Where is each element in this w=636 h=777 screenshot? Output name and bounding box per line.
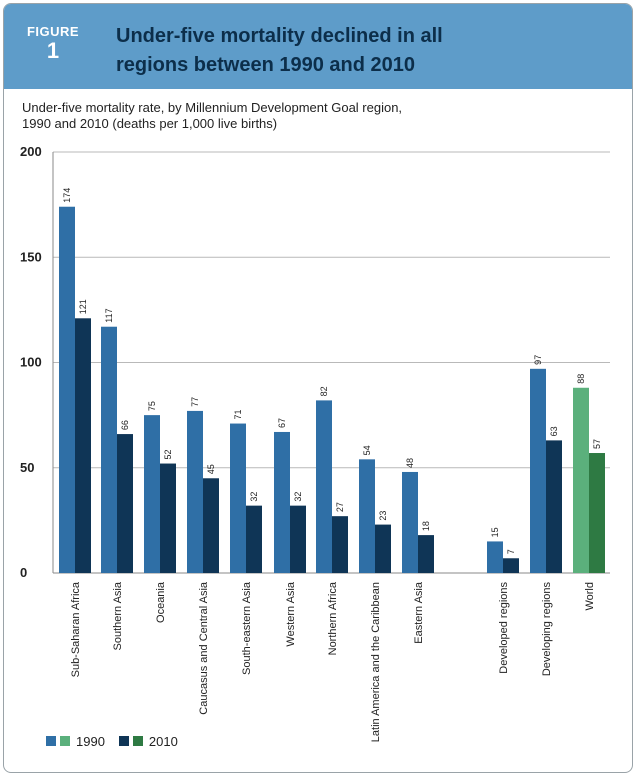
value-label-2010-0: 121 — [78, 299, 88, 314]
value-label-1990-6: 82 — [319, 386, 329, 396]
value-label-2010-4: 32 — [249, 492, 259, 502]
bar-1990-11 — [573, 387, 589, 573]
value-label-1990-8: 48 — [405, 458, 415, 468]
value-label-2010-2: 52 — [163, 450, 173, 460]
value-label-1990-0: 174 — [62, 188, 72, 203]
value-label-2010-10: 63 — [549, 426, 559, 436]
category-label-1: Southern Asia — [112, 581, 124, 650]
y-tick-label-150: 150 — [20, 249, 42, 264]
category-label-7: Latin America and the Caribbean — [370, 582, 382, 742]
figure-header: FIGURE 1 Under-five mortality declined i… — [4, 4, 632, 89]
y-tick-label-200: 200 — [20, 144, 42, 159]
legend-swatch-2010-green — [132, 736, 143, 746]
bar-1990-10 — [530, 368, 546, 573]
value-label-1990-7: 54 — [362, 445, 372, 455]
bar-1990-7 — [359, 459, 375, 573]
category-label-8: Eastern Asia — [413, 581, 425, 644]
bar-1990-3 — [187, 410, 203, 573]
bar-2010-4 — [246, 505, 262, 573]
y-tick-label-100: 100 — [20, 355, 42, 370]
value-label-2010-8: 18 — [421, 521, 431, 531]
subtitle-line-2: 1990 and 2010 (deaths per 1,000 live bir… — [22, 116, 278, 131]
value-label-1990-3: 77 — [190, 397, 200, 407]
bar-2010-8 — [418, 535, 434, 573]
y-tick-label-0: 0 — [20, 565, 27, 580]
bar-2010-11 — [589, 453, 605, 573]
bar-1990-5 — [274, 431, 290, 573]
bar-2010-10 — [546, 440, 562, 573]
bar-1990-0 — [59, 206, 75, 574]
bar-2010-1 — [117, 434, 133, 573]
chart-legend: 1990 2010 — [46, 731, 192, 751]
bar-1990-2 — [144, 415, 160, 573]
category-label-6: Northern Africa — [327, 581, 339, 655]
value-label-2010-11: 57 — [592, 439, 602, 449]
category-label-5: Western Asia — [285, 581, 297, 646]
bar-1990-8 — [402, 471, 418, 573]
legend-swatch-1990-blue — [46, 736, 56, 746]
bar-2010-7 — [375, 524, 391, 573]
bar-2010-2 — [160, 463, 176, 573]
bar-1990-6 — [316, 400, 332, 573]
value-label-1990-4: 71 — [233, 410, 243, 420]
value-label-1990-2: 75 — [147, 401, 157, 411]
value-label-1990-9: 15 — [490, 527, 500, 537]
subtitle-line-1: Under-five mortality rate, by Millennium… — [22, 100, 403, 115]
category-label-0: Sub-Saharan Africa — [70, 581, 82, 677]
value-label-2010-1: 66 — [120, 420, 130, 430]
legend-label-2010: 2010 — [148, 733, 178, 749]
legend-label-1990: 1990 — [76, 733, 105, 749]
category-label-2: Oceania — [155, 581, 167, 623]
category-label-10: Developing regions — [541, 582, 553, 677]
legend-swatch-2010-blue — [118, 736, 129, 746]
bar-2010-9 — [503, 558, 519, 573]
category-label-11: World — [584, 582, 596, 611]
y-tick-label-50: 50 — [20, 460, 34, 475]
bar-1990-9 — [487, 541, 503, 573]
bar-2010-3 — [203, 478, 219, 573]
figure-number: 1 — [46, 38, 60, 63]
bar-1990-1 — [101, 326, 117, 573]
figure-title: Under-five mortality declined in all reg… — [116, 25, 443, 76]
value-label-2010-7: 23 — [378, 511, 388, 521]
legend-swatch-1990-green — [60, 736, 70, 746]
value-label-1990-5: 67 — [277, 418, 287, 428]
bar-2010-6 — [332, 516, 348, 573]
value-label-2010-5: 32 — [293, 492, 303, 502]
value-label-2010-3: 45 — [206, 464, 216, 474]
figure-label: FIGURE — [26, 24, 80, 39]
category-label-9: Developed regions — [498, 582, 510, 674]
bar-1990-4 — [230, 423, 246, 573]
value-label-2010-6: 27 — [335, 502, 345, 512]
value-label-1990-10: 97 — [533, 355, 543, 365]
bar-2010-5 — [290, 505, 306, 573]
chart-subtitle: Under-five mortality rate, by Millennium… — [22, 100, 602, 132]
value-label-2010-9: 7 — [506, 549, 516, 554]
bar-2010-0 — [75, 318, 91, 573]
category-label-3: Caucasus and Central Asia — [198, 581, 210, 715]
value-label-1990-11: 88 — [576, 374, 586, 384]
value-label-1990-1: 117 — [104, 308, 114, 322]
category-label-4: South-eastern Asia — [241, 581, 253, 675]
